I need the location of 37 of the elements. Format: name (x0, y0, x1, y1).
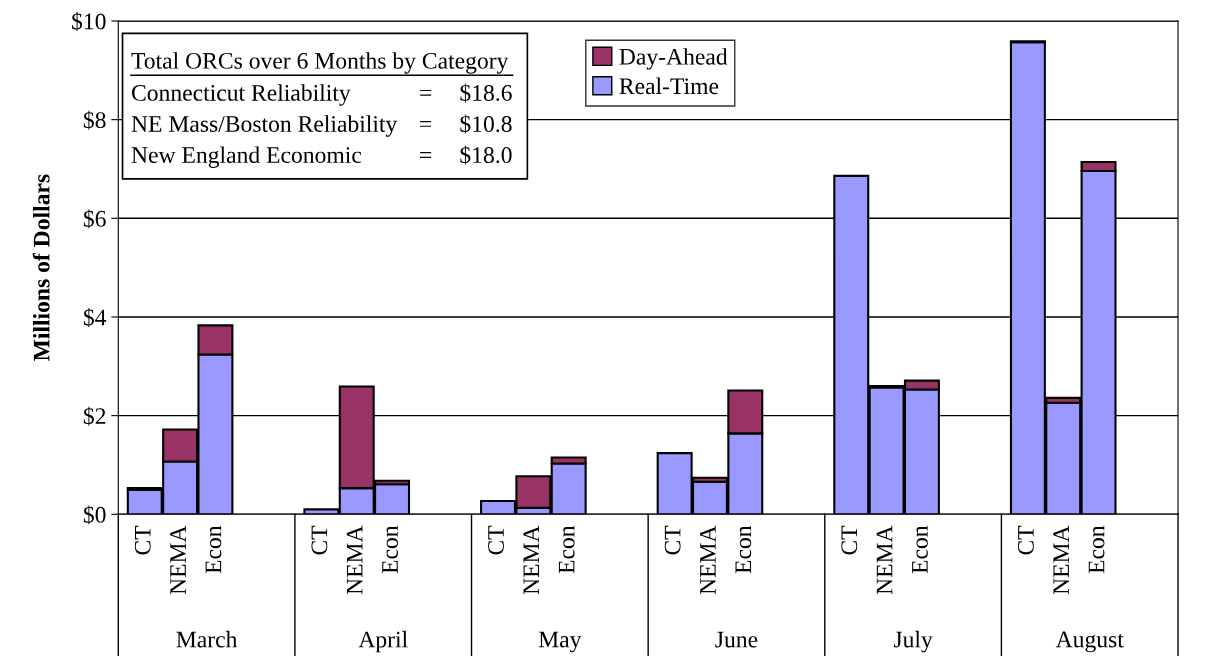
x-tick-label: Econ (1088, 525, 1105, 574)
text: March (176, 630, 238, 648)
x-tick-label: Econ (205, 525, 222, 574)
x-tick-label: Econ (382, 525, 398, 574)
x-tick-label: NEMA (876, 525, 893, 595)
annotation: Total ORCs over 6 Months by Category (131, 52, 509, 74)
x-tick-label: CT (1017, 525, 1034, 555)
y-tick-label: $10 (72, 12, 106, 31)
x-tick-label: CT (311, 525, 328, 555)
x-tick-label: Econ (735, 525, 752, 574)
x-tick-label: CT (488, 525, 504, 555)
text: New England Economic = $18.0 (131, 145, 512, 168)
x-tick-label: NEMA (1053, 525, 1069, 595)
y-tick-label: $2 (83, 406, 106, 426)
x-tick-label: CT (664, 525, 681, 555)
text: NE Mass/Boston Reliability = $10.8 (131, 114, 512, 137)
x-tick-label: NEMA (170, 525, 186, 595)
y-tick-label: $0 (83, 505, 106, 525)
y-tick-label: $4 (83, 308, 107, 327)
x-tick-label: NEMA (523, 525, 540, 595)
text: August (1055, 631, 1124, 653)
x-tick-label: CT (841, 525, 858, 555)
legend-label: Real-Time (619, 77, 719, 95)
text: April (358, 630, 408, 653)
x-tick-label: Econ (912, 525, 928, 574)
text: May (538, 631, 582, 653)
x-tick-label: Econ (558, 525, 575, 574)
x-tick-label: CT (134, 525, 151, 555)
x-tick-label: NEMA (700, 525, 716, 595)
text: Connecticut Reliability = $18.6 (131, 83, 512, 106)
y-axis-title: Millions of Dollars (32, 174, 50, 362)
x-tick-label: NEMA (346, 525, 363, 595)
legend-label: Day-Ahead (619, 48, 728, 70)
text: July (893, 630, 933, 653)
y-tick-label: $6 (83, 209, 106, 229)
text: June (715, 631, 758, 648)
y-tick-label: $8 (83, 110, 106, 130)
